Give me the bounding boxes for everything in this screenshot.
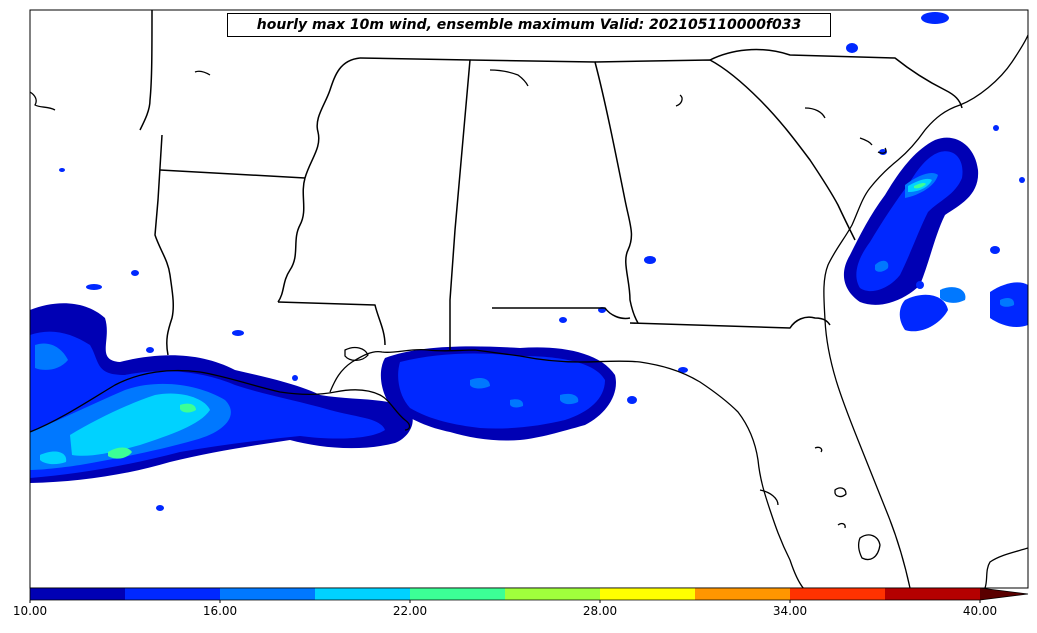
colorbar-segment (410, 588, 506, 600)
colorbar-segment (220, 588, 316, 600)
wind-contours-carolina-coast (843, 137, 1028, 332)
colorbar-tick-label: 22.00 (392, 604, 428, 618)
colorbar-outline (29, 587, 1029, 601)
map-title: hourly max 10m wind, ensemble maximum Va… (227, 13, 831, 37)
wind-contours-mississippi-alabama-gulf (380, 346, 616, 441)
colorbar-segment (790, 588, 886, 600)
colorbar-extend-arrow (980, 588, 1028, 600)
wind-contours-texas-louisiana-gulf (30, 303, 413, 483)
colorbar-segment (505, 588, 601, 600)
colorbar-segment (600, 588, 696, 600)
colorbar-segment (885, 588, 981, 600)
colorbar-tick-label: 28.00 (582, 604, 618, 618)
colorbar-segment (315, 588, 411, 600)
colorbar-segment (30, 588, 126, 600)
colorbar (29, 587, 1029, 603)
state-borders (139, 10, 963, 356)
colorbar-segment (125, 588, 221, 600)
colorbar-tick-label: 34.00 (772, 604, 808, 618)
colorbar-segment (695, 588, 791, 600)
colorbar-tick-label: 10.00 (12, 604, 48, 618)
colorbar-tick-label: 16.00 (202, 604, 238, 618)
colorbar-tick-label: 40.00 (962, 604, 998, 618)
wind-contour-speckles (59, 12, 1025, 511)
coastlines (30, 34, 1028, 588)
